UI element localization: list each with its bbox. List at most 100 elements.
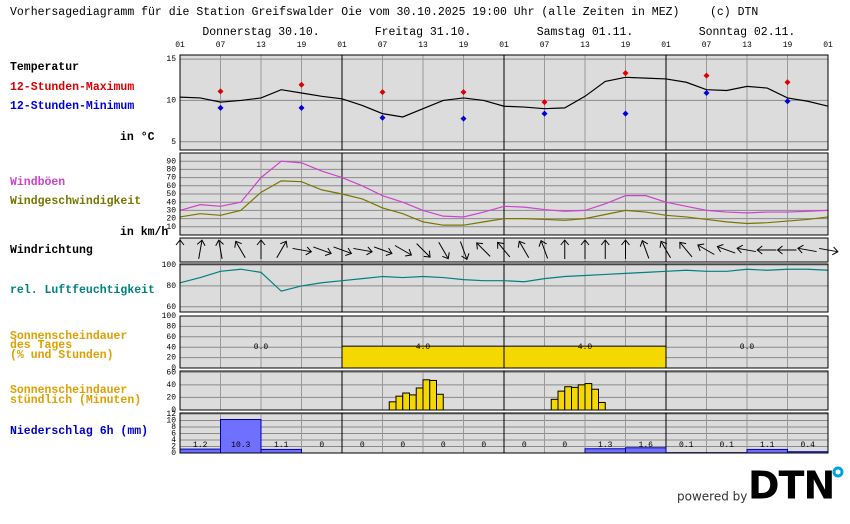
wind-arrow [292,246,313,256]
hour-label: 13 [256,41,266,50]
panel-border [179,263,829,313]
arrow-head [560,239,570,246]
panel-label: (% und Stunden) [10,349,114,362]
value-label: 0 [522,441,527,450]
day-label: Freitag 31.10. [375,26,472,39]
wind-arrow [234,240,246,259]
bar [550,398,559,411]
hour-label: 01 [175,41,185,50]
y-tick-label: 40 [166,381,176,390]
value-label: 1.1 [760,441,775,450]
arrow-shaft [718,246,736,254]
hour-label: 19 [297,41,307,50]
series-label: Temperatur [10,61,79,74]
hour-label: 01 [499,41,509,50]
arrow-head [442,252,450,260]
hour-label: 01 [337,41,347,50]
hour-label: 01 [661,41,671,50]
y-tick-label: 10 [166,417,176,426]
arrow-shaft [394,245,411,255]
bar [402,392,410,411]
wind-arrow [538,239,549,259]
value-label: 0.1 [720,441,735,450]
arrow-shaft [333,246,351,254]
arrow-head [776,245,783,255]
y-tick-label: 40 [166,343,176,352]
hour-label: 19 [621,41,631,50]
marker [622,110,629,117]
bar [557,390,566,411]
hour-label: 13 [418,41,428,50]
y-tick-label: 2 [171,443,176,452]
hour-label: 13 [580,41,590,50]
bar [395,395,404,411]
arrow-head [476,242,484,250]
marker [784,79,791,86]
arrow-shaft [438,241,449,259]
arrow-shaft [353,247,372,253]
arrow-head [580,239,590,246]
wind-arrow [313,246,332,256]
y-tick-label: 50 [166,190,176,199]
wind-arrow [276,240,288,259]
arrow-head [538,239,547,247]
y-tick-label: 100 [162,261,177,270]
wind-arrow [621,239,630,259]
arrow-head [736,244,744,254]
bar [220,419,262,454]
y-tick-label: 90 [166,157,176,166]
y-tick-label: 5 [171,138,176,147]
y-tick-label: 60 [166,182,176,191]
wind-arrow [196,239,206,259]
marker [379,89,386,96]
panel-border [179,315,829,369]
arrow-head [196,239,206,247]
y-tick-label: 70 [166,174,176,183]
y-tick-label: 0 [171,406,176,415]
marker [460,115,467,122]
wind-arrow [600,239,610,259]
arrow-head [639,239,649,247]
line [179,160,829,218]
arrow-head [280,240,288,248]
wind-arrow [353,246,373,256]
y-tick-label: 10 [166,97,176,106]
arrow-head [234,240,242,248]
marker [541,99,548,106]
bar [577,384,586,411]
hour-label: 13 [742,41,752,50]
wind-arrow [497,241,511,258]
arrow-head [621,239,630,246]
wind-arrow [517,240,530,259]
wind-arrow [560,239,570,259]
wind-arrow [416,243,431,258]
arrow-shaft [680,242,693,258]
hours-label: 4.0 [416,343,431,352]
value-label: 1.2 [193,441,208,450]
arrow-shaft [276,241,287,259]
marker [541,110,548,117]
arrow-shaft [459,241,468,259]
value-label: 0.4 [801,441,816,450]
arrow-head [600,239,610,246]
series-label: Windböen [10,176,65,189]
arrow-head [497,241,504,249]
wind-arrow [373,246,393,256]
arrow-shaft [292,247,311,253]
value-label: 1.6 [639,441,654,450]
y-tick-label: 12 [166,410,176,419]
value-label: 0.1 [679,441,694,450]
bar [598,401,606,411]
y-tick-label: 20 [166,394,176,403]
arrow-head [345,247,353,256]
arrow-shaft [519,241,530,259]
line [179,180,829,226]
marker [379,114,386,121]
y-tick-label: 60 [166,303,176,312]
marker [217,88,224,95]
marker [298,81,305,88]
wind-arrow [679,241,693,258]
arrow-head [756,245,763,255]
value-label: 0 [562,441,567,450]
